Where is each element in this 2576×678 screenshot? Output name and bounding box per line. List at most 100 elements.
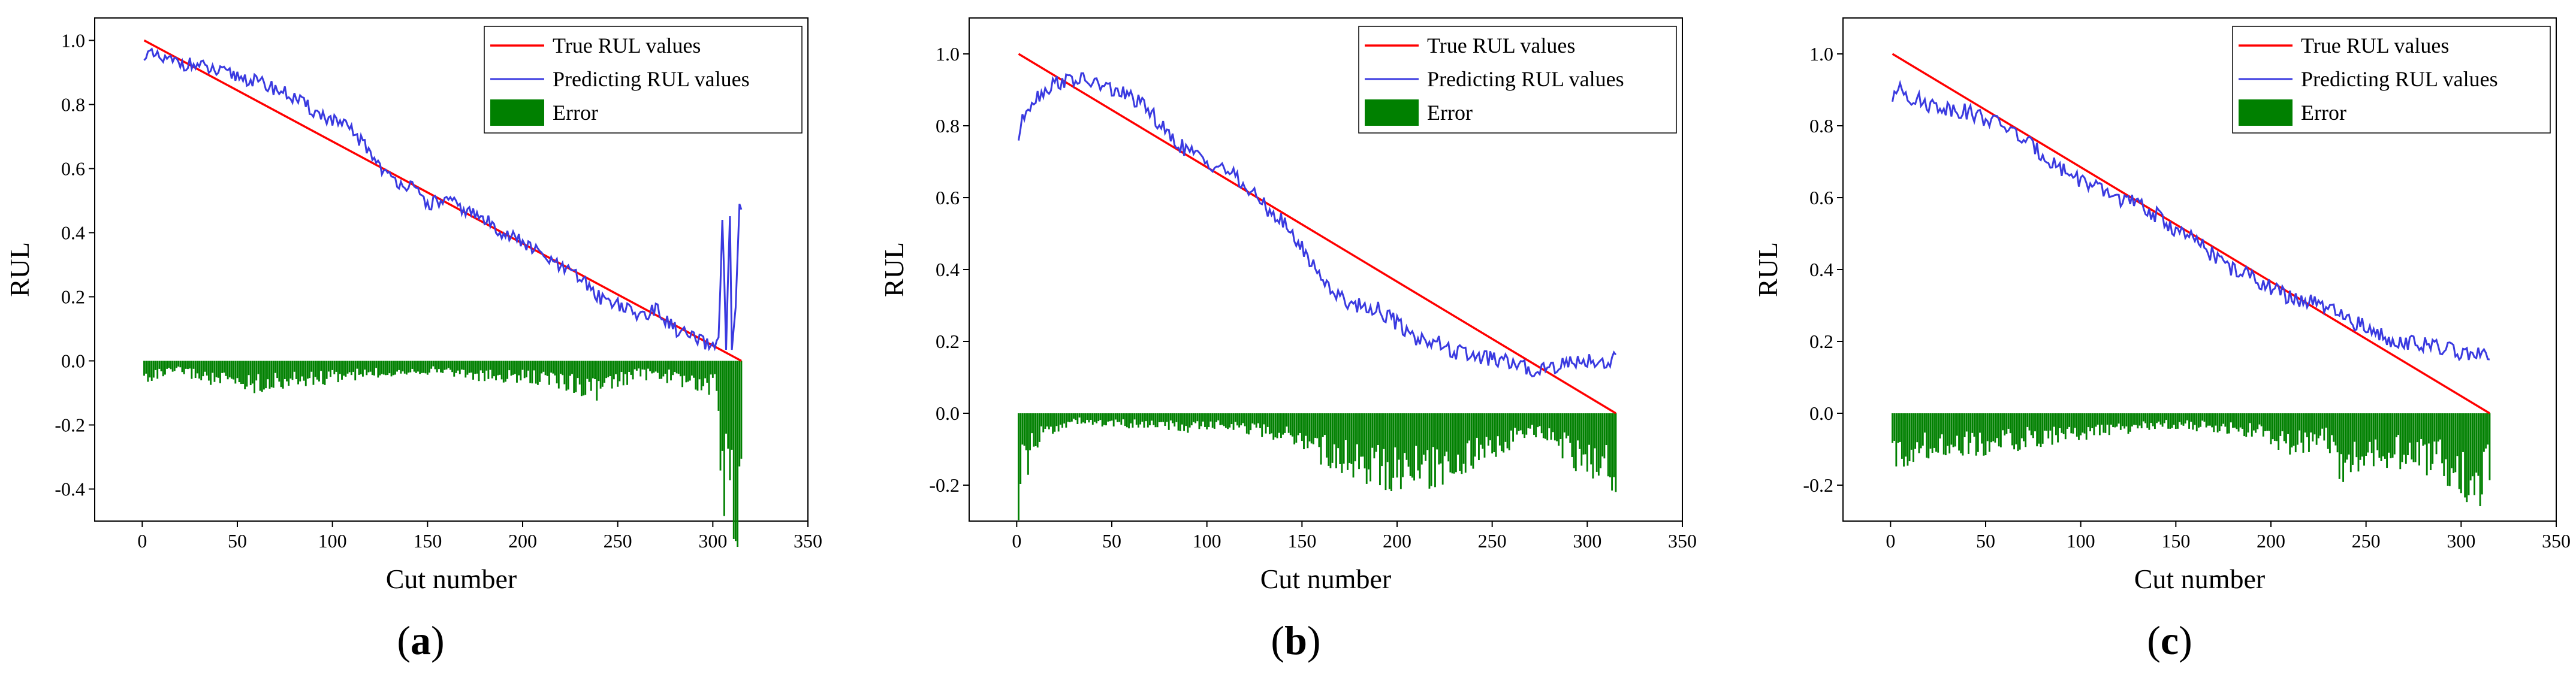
caption-close-paren: ) [431, 618, 445, 663]
error-bar [1343, 413, 1345, 464]
error-bar [660, 361, 663, 379]
error-bar [2043, 413, 2046, 431]
error-bar [1539, 413, 1541, 426]
error-bar [653, 361, 655, 373]
error-bar [150, 361, 153, 381]
error-bar [1483, 413, 1486, 458]
error-bar [1491, 413, 1494, 454]
error-bar [1088, 413, 1090, 423]
error-bar [1190, 413, 1193, 426]
x-tick-label: 100 [1193, 530, 1221, 552]
error-bar [325, 361, 328, 379]
error-bar [2230, 413, 2232, 423]
error-bar [567, 361, 569, 390]
error-bar [1347, 413, 1349, 470]
error-bar [1362, 413, 1364, 457]
error-bar [444, 361, 446, 370]
error-bar [493, 361, 495, 377]
legend: True RUL values Predicting RUL values Erro… [2232, 26, 2551, 134]
error-bar [1990, 413, 1992, 443]
error-bar [1168, 413, 1170, 430]
error-bar [659, 361, 660, 379]
error-bar [1377, 413, 1379, 446]
error-bar [1560, 413, 1562, 440]
error-bar [2355, 413, 2358, 458]
error-bar [233, 361, 235, 380]
error-bar [542, 361, 545, 372]
error-bar [1386, 413, 1389, 462]
error-bar [2310, 413, 2312, 433]
error-bar [1426, 413, 1429, 450]
error-bar [2382, 413, 2384, 457]
error-bar [464, 361, 467, 378]
error-bar [2323, 413, 2325, 441]
error-bar [2426, 413, 2428, 476]
error-bar [1117, 413, 1118, 422]
error-bar [1537, 413, 1539, 428]
error-bar [1154, 413, 1157, 428]
error-bar [1073, 413, 1075, 419]
error-bar [638, 361, 640, 369]
error-bar [2411, 413, 2413, 460]
error-bar [1236, 413, 1238, 426]
error-bar [2458, 413, 2460, 489]
error-bar [1493, 413, 1495, 453]
error-bar [2485, 413, 2487, 449]
x-tick-label: 0 [137, 530, 147, 552]
error-bar [2171, 413, 2173, 428]
error-bar [1381, 413, 1383, 467]
error-bar [303, 361, 305, 381]
caption-letter: c [2161, 618, 2179, 663]
error-bar [1901, 413, 1903, 459]
error-bar [2095, 413, 2097, 427]
error-bar [668, 361, 670, 370]
error-bar [1996, 413, 1998, 438]
error-bar [2032, 413, 2034, 438]
error-bar [1474, 413, 1476, 457]
error-bar [2015, 413, 2017, 445]
error-bar [2293, 413, 2295, 446]
x-tick-label: 350 [794, 530, 822, 552]
error-bar [1963, 413, 1966, 437]
error-bar [578, 361, 581, 385]
error-bar [1259, 413, 1261, 428]
error-bar [1428, 413, 1431, 489]
error-bar [580, 361, 583, 396]
panel-caption: (b) [1271, 618, 1320, 663]
error-bar [562, 361, 564, 376]
error-bar [685, 361, 687, 383]
error-bar [1107, 413, 1109, 422]
error-bar [1908, 413, 1911, 462]
error-bar [1558, 413, 1560, 446]
error-bar [1189, 413, 1191, 428]
error-bar [1349, 413, 1351, 463]
x-tick-label: 250 [604, 530, 632, 552]
error-bar [289, 361, 292, 379]
error-bar [1341, 413, 1343, 473]
error-bar [423, 361, 425, 373]
error-bar [2020, 413, 2023, 438]
error-bar [1354, 413, 1356, 462]
error-bar [1459, 413, 1461, 471]
error-bar [565, 361, 568, 391]
error-bar [2346, 413, 2348, 460]
error-bar [2253, 413, 2255, 431]
error-bar [320, 361, 322, 371]
error-bar [432, 361, 435, 367]
x-tick-label: 350 [1668, 530, 1697, 552]
error-bar [1422, 413, 1425, 455]
error-bar [288, 361, 290, 386]
error-bar [2405, 413, 2407, 464]
error-bar [293, 361, 295, 372]
error-bar [1590, 413, 1592, 465]
error-bar [1227, 413, 1229, 429]
error-bar [1310, 413, 1313, 444]
error-bar [560, 361, 562, 374]
error-bar [1922, 413, 1924, 446]
error-bar [734, 361, 737, 541]
error-bar [2460, 413, 2462, 494]
error-bar [1503, 413, 1505, 453]
error-bar [1245, 413, 1248, 434]
error-bar [2076, 413, 2078, 437]
